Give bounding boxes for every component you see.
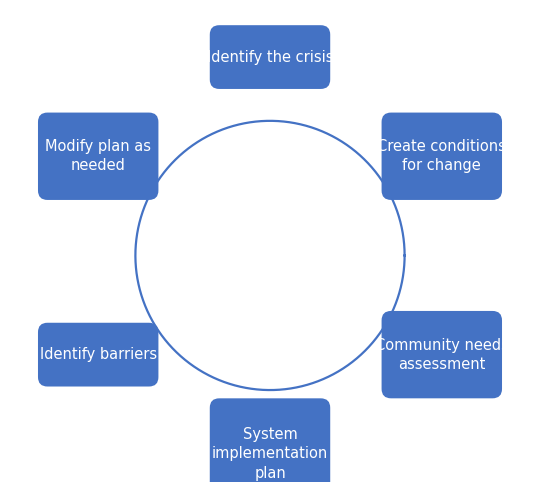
FancyBboxPatch shape <box>38 113 158 200</box>
FancyBboxPatch shape <box>38 323 158 387</box>
FancyBboxPatch shape <box>382 113 502 200</box>
FancyBboxPatch shape <box>210 399 330 492</box>
Text: System
implementation
plan: System implementation plan <box>212 427 328 481</box>
Text: Create conditions
for change: Create conditions for change <box>377 139 506 173</box>
Text: Community needs
assessment: Community needs assessment <box>375 338 509 372</box>
Text: Identify barriers: Identify barriers <box>39 347 157 362</box>
Text: Identify the crisis: Identify the crisis <box>207 50 333 64</box>
Text: Modify plan as
needed: Modify plan as needed <box>45 139 151 173</box>
FancyBboxPatch shape <box>382 311 502 399</box>
FancyBboxPatch shape <box>210 25 330 89</box>
